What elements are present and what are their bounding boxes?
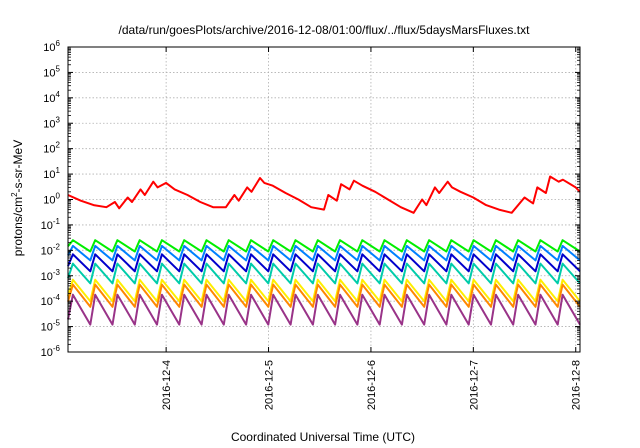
y-tick-exponent: -5 bbox=[53, 319, 61, 328]
y-tick-label: 101 bbox=[43, 166, 60, 181]
y-tick-label: 10-4 bbox=[41, 293, 61, 308]
series-line-5 bbox=[67, 262, 581, 285]
y-tick-base: 10 bbox=[41, 347, 53, 359]
y-tick-base: 10 bbox=[43, 67, 55, 79]
y-axis-label-sup: 2 bbox=[10, 192, 19, 197]
y-tick-exponent: 5 bbox=[56, 64, 61, 73]
y-tick-label: 10-1 bbox=[41, 217, 61, 232]
series-line-1 bbox=[67, 175, 581, 214]
y-tick-base: 10 bbox=[41, 271, 53, 283]
chart-title: /data/run/goesPlots/archive/2016-12-08/0… bbox=[119, 23, 531, 37]
series-line-7 bbox=[67, 283, 581, 308]
y-tick-label: 10-3 bbox=[41, 268, 61, 283]
y-tick-base: 10 bbox=[43, 93, 55, 105]
x-tick-label: 2016-12-4 bbox=[161, 360, 173, 410]
y-tick-exponent: -2 bbox=[53, 242, 61, 251]
x-axis-ticks: 2016-12-4 2016-12-5 2016-12-6 2016-12-7 2016… bbox=[161, 47, 583, 410]
y-tick-base: 10 bbox=[41, 245, 53, 257]
y-tick-label: 10-6 bbox=[41, 344, 61, 359]
y-tick-exponent: 2 bbox=[56, 141, 61, 150]
y-tick-exponent: -1 bbox=[53, 217, 61, 226]
y-tick-exponent: -3 bbox=[53, 268, 61, 277]
y-tick-exponent: 6 bbox=[56, 39, 61, 48]
series-group bbox=[67, 175, 581, 326]
y-tick-label: 104 bbox=[43, 90, 60, 105]
x-tick-label: 2016-12-7 bbox=[468, 360, 480, 410]
y-tick-exponent: 3 bbox=[56, 115, 61, 124]
x-axis-label: Coordinated Universal Time (UTC) bbox=[231, 430, 415, 444]
y-tick-exponent: -6 bbox=[53, 344, 61, 353]
y-tick-base: 10 bbox=[41, 322, 53, 334]
y-tick-label: 105 bbox=[43, 64, 60, 79]
x-tick-label: 2016-12-5 bbox=[264, 360, 276, 410]
y-tick-exponent: -4 bbox=[53, 293, 61, 302]
y-tick-exponent: 0 bbox=[56, 192, 61, 201]
x-tick-label: 2016-12-6 bbox=[366, 360, 378, 410]
x-tick-label: 2016-12-8 bbox=[571, 360, 583, 410]
y-axis-ticks: 10-610-510-410-310-210-11001011021031041… bbox=[41, 39, 580, 359]
y-axis-label: protons/cm2-s-sr-MeV bbox=[10, 140, 25, 256]
y-tick-label: 10-5 bbox=[41, 319, 61, 334]
series-line-3 bbox=[67, 244, 581, 262]
y-tick-base: 10 bbox=[43, 42, 55, 54]
series-line-6 bbox=[67, 278, 581, 303]
y-tick-label: 10-2 bbox=[41, 242, 61, 257]
y-tick-base: 10 bbox=[43, 144, 55, 156]
y-tick-label: 106 bbox=[43, 39, 60, 54]
y-tick-base: 10 bbox=[43, 118, 55, 130]
y-tick-exponent: 4 bbox=[56, 90, 61, 99]
y-tick-base: 10 bbox=[41, 296, 53, 308]
series-line-2 bbox=[67, 239, 581, 253]
y-axis-label-main: protons/cm bbox=[11, 197, 25, 256]
y-tick-label: 100 bbox=[43, 192, 60, 207]
y-axis-label-rest: -s-sr-MeV bbox=[11, 140, 25, 193]
y-tick-base: 10 bbox=[41, 220, 53, 232]
y-tick-label: 103 bbox=[43, 115, 60, 130]
y-tick-base: 10 bbox=[43, 195, 55, 207]
series-line-4 bbox=[67, 253, 581, 273]
y-tick-label: 102 bbox=[43, 141, 60, 156]
y-tick-exponent: 1 bbox=[56, 166, 61, 175]
y-tick-base: 10 bbox=[43, 169, 55, 181]
series-line-8 bbox=[67, 293, 581, 326]
